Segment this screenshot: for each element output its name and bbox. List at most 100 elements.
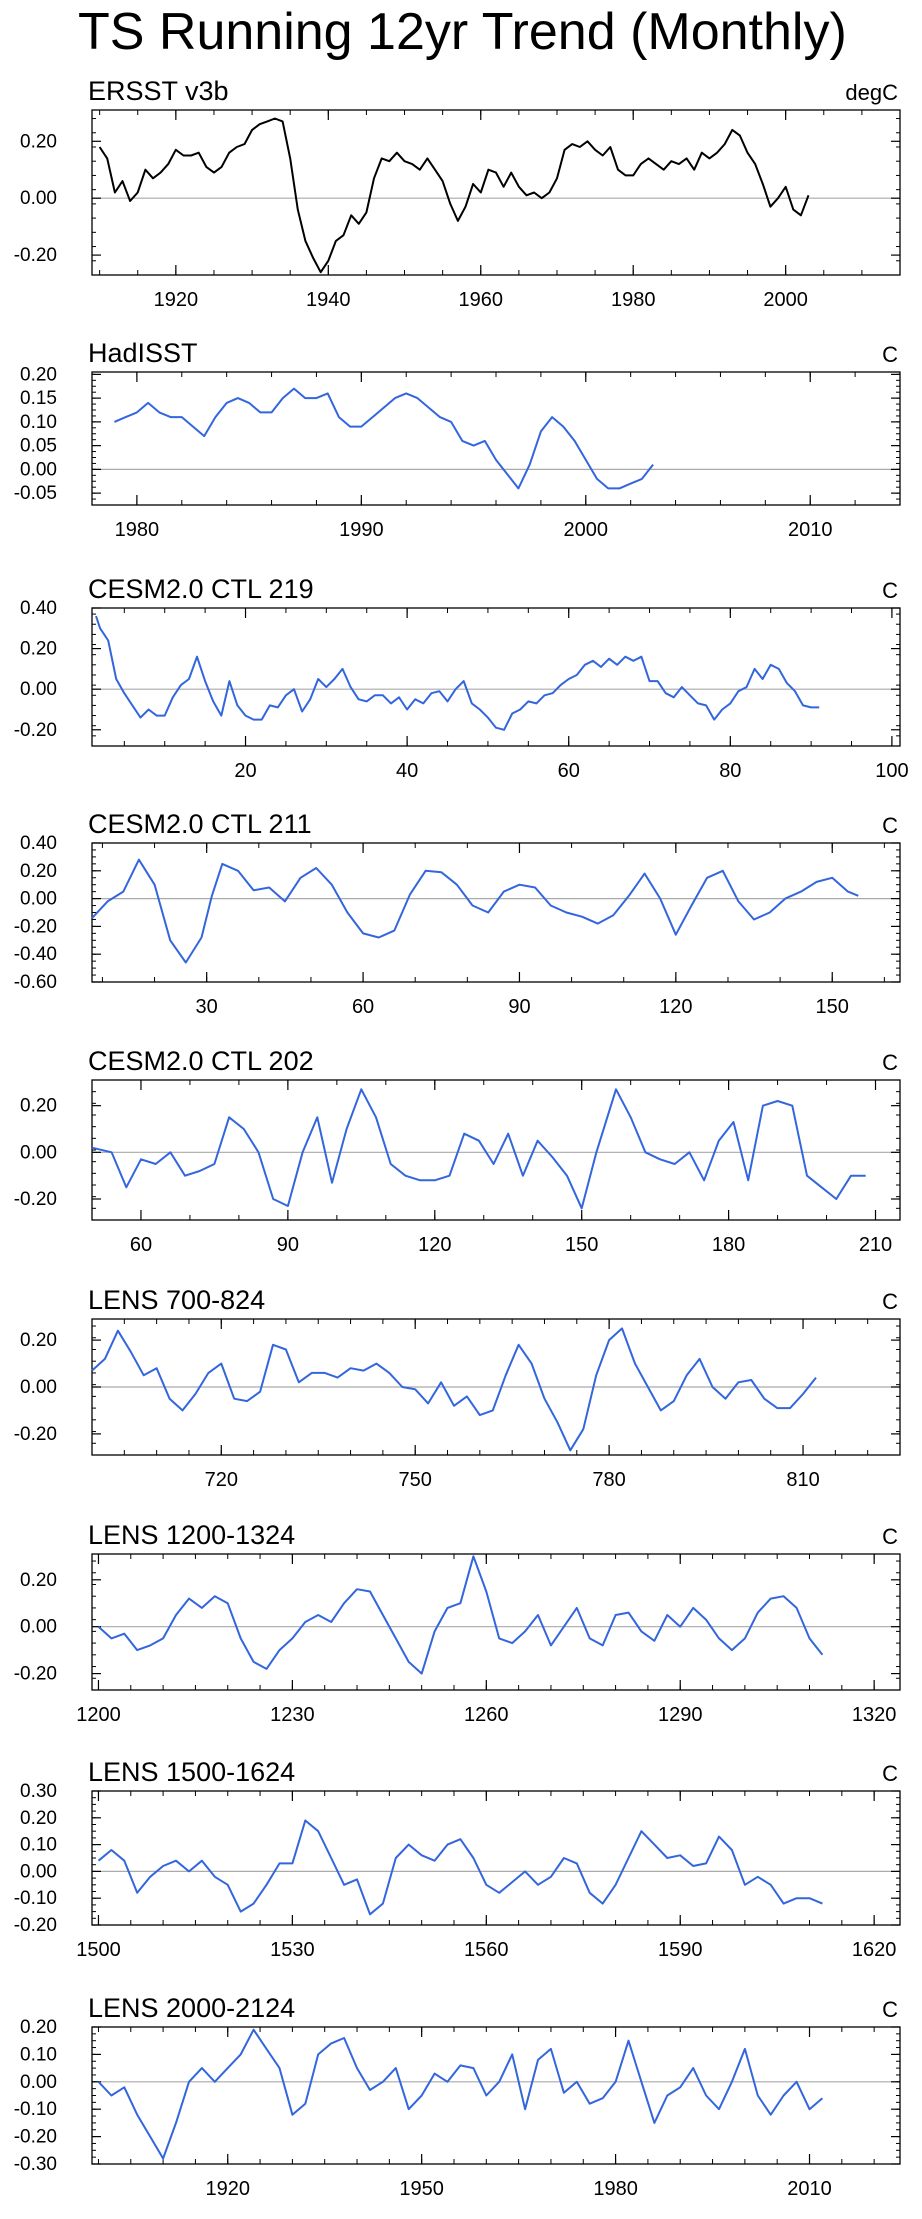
- x-tick-label: 2010: [787, 2178, 832, 2200]
- panel-title: LENS 2000-2124: [88, 1993, 295, 2023]
- y-tick-label: 0.05: [20, 436, 57, 457]
- y-tick-label: 0.10: [20, 1835, 57, 1856]
- x-tick-label: 2000: [763, 289, 808, 311]
- panel-units: C: [882, 1524, 898, 1549]
- panel-units: degC: [845, 80, 898, 105]
- y-tick-label: -0.40: [14, 944, 57, 965]
- panel-title: HadISST: [88, 338, 198, 368]
- y-tick-label: 0.00: [20, 889, 57, 910]
- panel-2: HadISST C -0.05 0.000.05 0.10 0.15 0.20 1980 199…: [14, 338, 901, 541]
- x-tick-label: 1960: [459, 289, 504, 311]
- panel-5: CESM2.0 CTL 202 C -0.20 0.00 0.20 60 90 120 150 1…: [14, 1046, 901, 1256]
- x-tick-label: 1980: [115, 519, 160, 541]
- x-tick-label: 120: [418, 1234, 451, 1256]
- y-tick-label: 0.00: [20, 1377, 57, 1398]
- x-tick-label: 1620: [852, 1939, 897, 1961]
- x-tick-label: 1980: [611, 289, 656, 311]
- series-line: [98, 117, 810, 274]
- panel-units: C: [882, 1050, 898, 1075]
- x-tick-label: 1940: [306, 289, 351, 311]
- y-tick-label: 0.00: [20, 1142, 57, 1163]
- y-tick-label: -0.05: [14, 483, 57, 504]
- x-tick-label: 20: [234, 760, 256, 782]
- y-tick-label: 0.10: [20, 2044, 57, 2065]
- y-tick-label: 0.20: [20, 1808, 57, 1829]
- panel-4: CESM2.0 CTL 211 C -0.60 -0.40 -0.20 0.00 0.20 0…: [14, 809, 901, 1018]
- series-line: [91, 858, 859, 964]
- x-tick-label: 100: [875, 760, 908, 782]
- plot-frame: [91, 371, 901, 506]
- series-line: [95, 615, 820, 731]
- y-tick-label: 0.20: [20, 639, 57, 660]
- y-tick-label: 0.20: [20, 1096, 57, 1117]
- x-tick-label: 1950: [399, 2178, 444, 2200]
- x-tick-label: 150: [565, 1234, 598, 1256]
- y-tick-label: -0.20: [14, 1915, 57, 1936]
- series-line: [97, 1555, 824, 1675]
- plot-frame: [91, 109, 901, 276]
- y-tick-label: 0.20: [20, 364, 57, 385]
- panel-title: CESM2.0 CTL 211: [88, 809, 312, 839]
- x-tick-label: 2010: [788, 519, 833, 541]
- y-tick-label: 0.00: [20, 1861, 57, 1882]
- panel-title: CESM2.0 CTL 202: [88, 1046, 314, 1076]
- y-tick-label: 0.20: [20, 1570, 57, 1591]
- y-tick-label: 0.00: [20, 679, 57, 700]
- panel-title: LENS 700-824: [88, 1285, 265, 1315]
- x-tick-label: 750: [399, 1469, 432, 1491]
- panel-title: ERSST v3b: [88, 76, 229, 106]
- panel-units: C: [882, 1761, 898, 1786]
- series-line: [91, 1088, 866, 1210]
- series-line: [114, 387, 654, 490]
- panel-3: CESM2.0 CTL 219 C -0.20 0.00 0.20 0.40 20 40 60 8…: [14, 574, 909, 782]
- x-tick-label: 1920: [205, 2178, 250, 2200]
- y-tick-label: 0.00: [20, 2072, 57, 2093]
- plot-frame: [91, 1790, 901, 1926]
- y-tick-label: 0.15: [20, 388, 57, 409]
- y-tick-label: -0.60: [14, 972, 57, 993]
- panel-units: C: [882, 813, 898, 838]
- y-tick-label: -0.20: [14, 916, 57, 937]
- x-tick-label: 60: [352, 996, 374, 1018]
- panel-9: LENS 2000-2124 C -0.30 -0.20 -0.10 0.00 0.10 0.…: [14, 1993, 901, 2200]
- y-tick-label: -0.10: [14, 1888, 57, 1909]
- y-tick-label: -0.20: [14, 720, 57, 741]
- y-tick-label: -0.20: [14, 1189, 57, 1210]
- x-tick-label: 90: [508, 996, 530, 1018]
- panel-units: C: [882, 578, 898, 603]
- x-tick-label: 120: [659, 996, 692, 1018]
- x-tick-label: 1290: [658, 1704, 703, 1726]
- x-tick-label: 1990: [339, 519, 384, 541]
- figure-title: TS Running 12yr Trend (Monthly): [78, 3, 847, 61]
- x-tick-label: 1530: [270, 1939, 315, 1961]
- series-line: [97, 2028, 824, 2160]
- x-tick-label: 1590: [658, 1939, 703, 1961]
- x-tick-label: 40: [396, 760, 418, 782]
- x-tick-label: 1260: [464, 1704, 509, 1726]
- y-tick-label: 0.00: [20, 459, 57, 480]
- x-tick-label: 720: [205, 1469, 238, 1491]
- plot-frame: [91, 1553, 901, 1691]
- x-tick-label: 30: [196, 996, 218, 1018]
- y-tick-label: 0.20: [20, 2017, 57, 2038]
- y-tick-label: 0.20: [20, 861, 57, 882]
- x-tick-label: 1500: [76, 1939, 121, 1961]
- panel-units: C: [882, 1289, 898, 1314]
- panel-units: C: [882, 1997, 898, 2022]
- panel-6: LENS 700-824 C -0.20 0.00 0.20 720 750 780 810: [14, 1285, 901, 1491]
- y-tick-label: 0.10: [20, 412, 57, 433]
- y-tick-label: -0.20: [14, 245, 57, 266]
- y-tick-label: -0.30: [14, 2154, 57, 2175]
- y-tick-label: -0.10: [14, 2099, 57, 2120]
- panel-title: LENS 1500-1624: [88, 1757, 295, 1787]
- x-tick-label: 780: [592, 1469, 625, 1491]
- y-tick-label: -0.20: [14, 1664, 57, 1685]
- plot-frame: [91, 607, 901, 747]
- y-tick-label: 0.30: [20, 1781, 57, 1802]
- y-tick-label: 0.40: [20, 833, 57, 854]
- panel-title: LENS 1200-1324: [88, 1520, 295, 1550]
- x-tick-label: 1980: [593, 2178, 638, 2200]
- panel-7: LENS 1200-1324 C -0.20 0.00 0.20 1200 1230 1260…: [14, 1520, 901, 1726]
- y-tick-label: -0.20: [14, 2127, 57, 2148]
